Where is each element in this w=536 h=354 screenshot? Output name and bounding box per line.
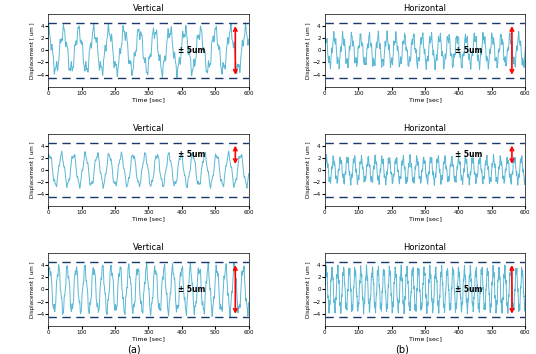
Text: (b): (b) [395, 344, 409, 354]
Y-axis label: Displacement [ um ]: Displacement [ um ] [29, 142, 34, 198]
X-axis label: Time [sec]: Time [sec] [408, 336, 442, 341]
Text: ± 5um: ± 5um [178, 46, 206, 55]
Y-axis label: Displacement [ um ]: Displacement [ um ] [29, 261, 34, 318]
Title: Vertical: Vertical [132, 124, 164, 133]
Title: Vertical: Vertical [132, 244, 164, 252]
Title: Vertical: Vertical [132, 4, 164, 13]
Text: ± 5um: ± 5um [178, 285, 206, 294]
Text: ± 5um: ± 5um [178, 150, 206, 159]
X-axis label: Time [sec]: Time [sec] [132, 336, 165, 341]
Text: ± 5um: ± 5um [455, 46, 482, 55]
Title: Horizontal: Horizontal [404, 244, 446, 252]
Y-axis label: Displacement [ um ]: Displacement [ um ] [306, 142, 311, 198]
X-axis label: Time [sec]: Time [sec] [132, 97, 165, 102]
Text: (a): (a) [127, 344, 141, 354]
X-axis label: Time [sec]: Time [sec] [132, 217, 165, 222]
X-axis label: Time [sec]: Time [sec] [408, 97, 442, 102]
Y-axis label: Displacement [ um ]: Displacement [ um ] [306, 22, 311, 79]
Text: ± 5um: ± 5um [455, 285, 482, 294]
Y-axis label: Displacement [ um ]: Displacement [ um ] [306, 261, 311, 318]
Title: Horizontal: Horizontal [404, 4, 446, 13]
X-axis label: Time [sec]: Time [sec] [408, 217, 442, 222]
Y-axis label: Displacement [ um ]: Displacement [ um ] [29, 22, 34, 79]
Text: ± 5um: ± 5um [455, 150, 482, 159]
Title: Horizontal: Horizontal [404, 124, 446, 133]
